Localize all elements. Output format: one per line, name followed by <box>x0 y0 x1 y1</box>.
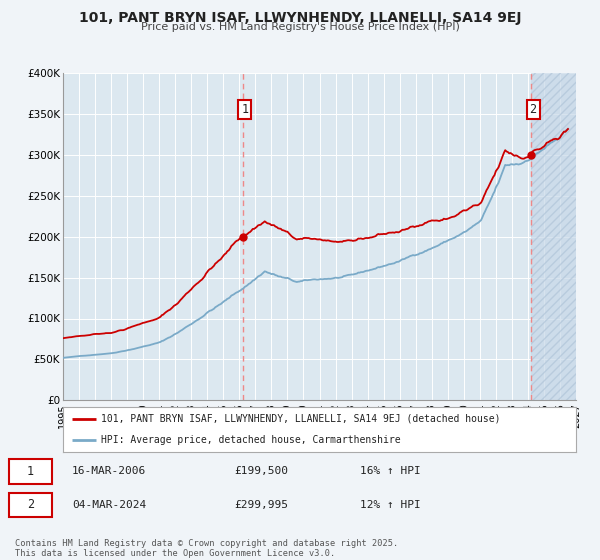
Text: 16-MAR-2006: 16-MAR-2006 <box>72 466 146 477</box>
Text: Contains HM Land Registry data © Crown copyright and database right 2025.
This d: Contains HM Land Registry data © Crown c… <box>15 539 398 558</box>
Text: 1: 1 <box>27 465 34 478</box>
Text: 04-MAR-2024: 04-MAR-2024 <box>72 500 146 510</box>
FancyBboxPatch shape <box>9 459 52 484</box>
Text: 101, PANT BRYN ISAF, LLWYNHENDY, LLANELLI, SA14 9EJ: 101, PANT BRYN ISAF, LLWYNHENDY, LLANELL… <box>79 11 521 25</box>
Text: 1: 1 <box>241 103 248 116</box>
Text: HPI: Average price, detached house, Carmarthenshire: HPI: Average price, detached house, Carm… <box>101 435 401 445</box>
FancyBboxPatch shape <box>9 493 52 517</box>
Text: 12% ↑ HPI: 12% ↑ HPI <box>360 500 421 510</box>
Text: £199,500: £199,500 <box>234 466 288 477</box>
Text: £299,995: £299,995 <box>234 500 288 510</box>
Text: 101, PANT BRYN ISAF, LLWYNHENDY, LLANELLI, SA14 9EJ (detached house): 101, PANT BRYN ISAF, LLWYNHENDY, LLANELL… <box>101 414 501 424</box>
Bar <box>530 73 576 400</box>
Text: 2: 2 <box>529 103 536 116</box>
Text: 2: 2 <box>27 498 34 511</box>
Text: 16% ↑ HPI: 16% ↑ HPI <box>360 466 421 477</box>
Text: Price paid vs. HM Land Registry's House Price Index (HPI): Price paid vs. HM Land Registry's House … <box>140 22 460 32</box>
